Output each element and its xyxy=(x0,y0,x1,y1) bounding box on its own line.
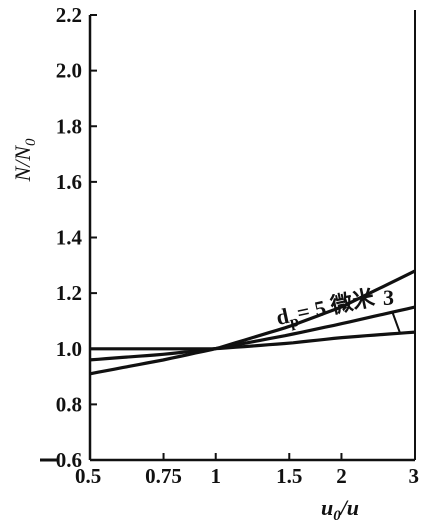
y-tick-label: 1.6 xyxy=(56,170,82,194)
series-line-2 xyxy=(89,305,416,362)
series-label-3-leader xyxy=(391,310,401,334)
x-tick-label: 2 xyxy=(336,464,347,488)
x-tick-label: 0.5 xyxy=(75,464,101,488)
x-axis: 0.5 0.75 1 1.5 2 3 u0/u xyxy=(75,453,419,524)
series-line-1 xyxy=(89,269,416,376)
y-tick-label: 0.8 xyxy=(56,392,82,416)
series-label-dp: dp= 5 微米 xyxy=(274,284,379,333)
x-tick-label: 1.5 xyxy=(276,464,302,488)
y-tick-label: 1.2 xyxy=(56,281,82,305)
y-tick-label: 0.6 xyxy=(56,448,82,472)
y-tick-label: 1.0 xyxy=(56,337,82,361)
series-line-3 xyxy=(90,330,416,351)
y-tick-label: 1.4 xyxy=(56,226,83,250)
plot-frame xyxy=(40,10,416,462)
x-axis-label: u0/u xyxy=(321,495,359,524)
y-axis: 0.6 0.8 1.0 1.2 1.4 1.6 1.8 2.0 2.2 N/N0 xyxy=(10,3,97,472)
x-tick-label: 3 xyxy=(409,464,420,488)
x-tick-label: 0.75 xyxy=(145,464,182,488)
y-tick-label: 1.8 xyxy=(56,114,82,138)
y-tick-label: 2.0 xyxy=(56,59,82,83)
y-axis-label: N/N0 xyxy=(10,138,39,182)
y-tick-label: 2.2 xyxy=(56,3,82,27)
x-tick-label: 1 xyxy=(210,464,221,488)
series-lines xyxy=(89,269,416,376)
annotations: dp= 5 微米 3 xyxy=(274,284,401,334)
series-label-3: 3 xyxy=(383,285,394,310)
